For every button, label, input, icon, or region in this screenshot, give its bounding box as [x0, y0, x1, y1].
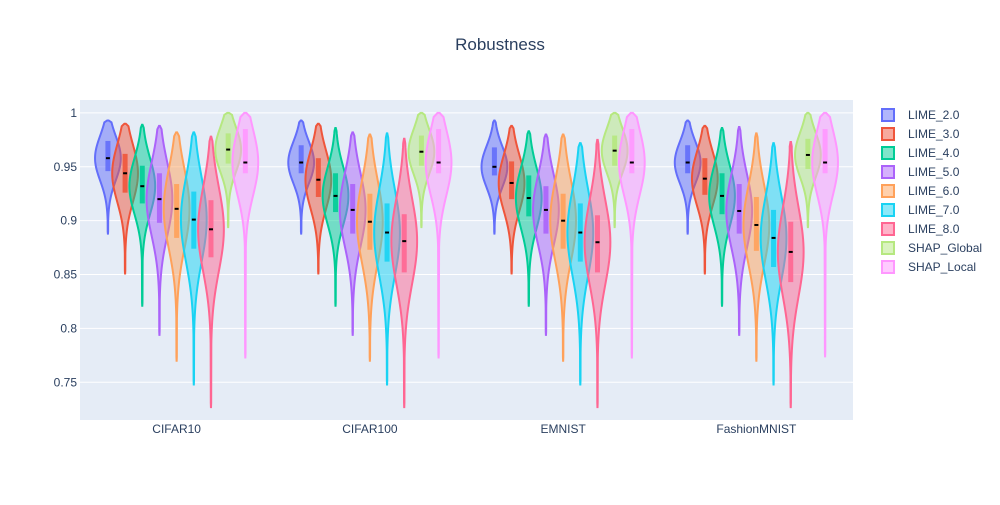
- y-tick-label: 0.95: [54, 160, 78, 174]
- x-tick-label: CIFAR10: [152, 422, 201, 436]
- violin-box: [629, 129, 635, 174]
- legend-item[interactable]: LIME_2.0: [881, 108, 960, 122]
- legend-label: LIME_8.0: [908, 222, 960, 236]
- legend-item[interactable]: LIME_5.0: [881, 165, 960, 179]
- legend-swatch: [881, 203, 895, 217]
- violin-shape: [145, 124, 174, 336]
- violin-series: [111, 122, 719, 275]
- violin-series: [231, 111, 839, 359]
- legend-item[interactable]: LIME_6.0: [881, 184, 960, 198]
- violin-box: [753, 196, 759, 251]
- violin-shape: [514, 130, 543, 307]
- legend-swatch: [881, 108, 895, 122]
- violin-series: [94, 119, 702, 235]
- violin-shape: [321, 127, 350, 307]
- legend-label: LIME_6.0: [908, 184, 960, 198]
- violin-series: [179, 131, 788, 386]
- violin-shape: [231, 111, 260, 359]
- legend-swatch: [881, 241, 895, 255]
- violin-shape: [128, 123, 157, 307]
- violin-shape: [287, 119, 316, 235]
- legend-label: LIME_4.0: [908, 146, 960, 160]
- violin-box: [298, 145, 304, 174]
- violin-shape: [197, 135, 225, 409]
- legend-swatch: [881, 260, 895, 274]
- legend-item[interactable]: LIME_3.0: [881, 127, 960, 141]
- violin-shape: [708, 127, 736, 307]
- violin-shape: [811, 111, 839, 358]
- violin-shape: [304, 122, 333, 275]
- violin-shape: [532, 133, 560, 336]
- violin-shape: [424, 111, 453, 359]
- violin-box: [156, 173, 162, 223]
- y-tick-label: 0.75: [54, 375, 78, 389]
- violin-box: [509, 161, 515, 200]
- legend-swatch: [881, 222, 895, 236]
- violin-shape: [94, 119, 122, 235]
- violin-shape: [617, 111, 646, 359]
- legend-item[interactable]: LIME_7.0: [881, 203, 960, 217]
- violin-box: [719, 173, 725, 215]
- x-tick-label: FashionMNIST: [716, 422, 797, 436]
- y-tick-label: 0.85: [54, 268, 78, 282]
- violin-shape: [390, 137, 419, 409]
- x-axis-ticks: CIFAR10 CIFAR100 EMNIST FashionMNIST: [152, 422, 797, 436]
- legend-item[interactable]: SHAP_Local: [881, 260, 976, 274]
- x-tick-label: EMNIST: [540, 422, 586, 436]
- violins: [94, 111, 839, 409]
- legend-swatch: [881, 184, 895, 198]
- legend-item[interactable]: LIME_4.0: [881, 146, 960, 160]
- violin-box: [174, 184, 180, 238]
- legend-label: SHAP_Local: [908, 260, 976, 274]
- violin-box: [822, 129, 828, 174]
- legend-label: SHAP_Global: [908, 241, 982, 255]
- y-tick-label: 0.8: [60, 321, 77, 335]
- violin-box: [350, 184, 356, 234]
- violin-shape: [179, 131, 208, 386]
- violin-box: [105, 140, 111, 172]
- violin-box: [436, 129, 442, 174]
- violin-box: [333, 173, 339, 213]
- legend-label: LIME_2.0: [908, 108, 960, 122]
- violin-box: [139, 165, 145, 204]
- legend-label: LIME_3.0: [908, 127, 960, 141]
- violin-box: [594, 215, 600, 273]
- violin-shape: [497, 124, 526, 275]
- violin-series: [128, 123, 736, 307]
- violin-box: [418, 135, 424, 166]
- violin-box: [702, 158, 708, 195]
- legend-item[interactable]: SHAP_Global: [881, 241, 982, 255]
- y-tick-label: 0.9: [60, 214, 77, 228]
- violin-shape: [480, 119, 509, 235]
- violin-shape: [566, 142, 595, 386]
- violin-box: [242, 129, 248, 174]
- legend-swatch: [881, 127, 895, 141]
- violin-box: [526, 175, 532, 217]
- legend: LIME_2.0 LIME_3.0 LIME_4.0 LIME_5.0 LIME_6.0…: [881, 108, 982, 274]
- violin-shape: [583, 138, 612, 409]
- legend-swatch: [881, 165, 895, 179]
- violin-shape: [111, 122, 139, 275]
- violin-series: [145, 124, 754, 336]
- violin-box: [805, 138, 811, 169]
- violin-box: [736, 184, 742, 234]
- violin-shape: [673, 119, 702, 235]
- legend-label: LIME_5.0: [908, 165, 960, 179]
- violin-box: [315, 158, 321, 197]
- legend-label: LIME_7.0: [908, 203, 960, 217]
- chart-title: Robustness: [455, 35, 545, 54]
- violin-box: [491, 147, 497, 176]
- violin-box: [685, 145, 691, 174]
- x-tick-label: CIFAR100: [342, 422, 398, 436]
- violin-box: [225, 133, 231, 164]
- legend-item[interactable]: LIME_8.0: [881, 222, 960, 236]
- violin-box: [401, 214, 407, 273]
- violin-series: [197, 135, 805, 409]
- legend-swatch: [881, 146, 895, 160]
- y-tick-label: 1: [70, 106, 77, 120]
- y-axis-ticks: 0.75 0.8 0.85 0.9 0.95 1: [54, 106, 78, 389]
- violin-shape: [690, 124, 719, 275]
